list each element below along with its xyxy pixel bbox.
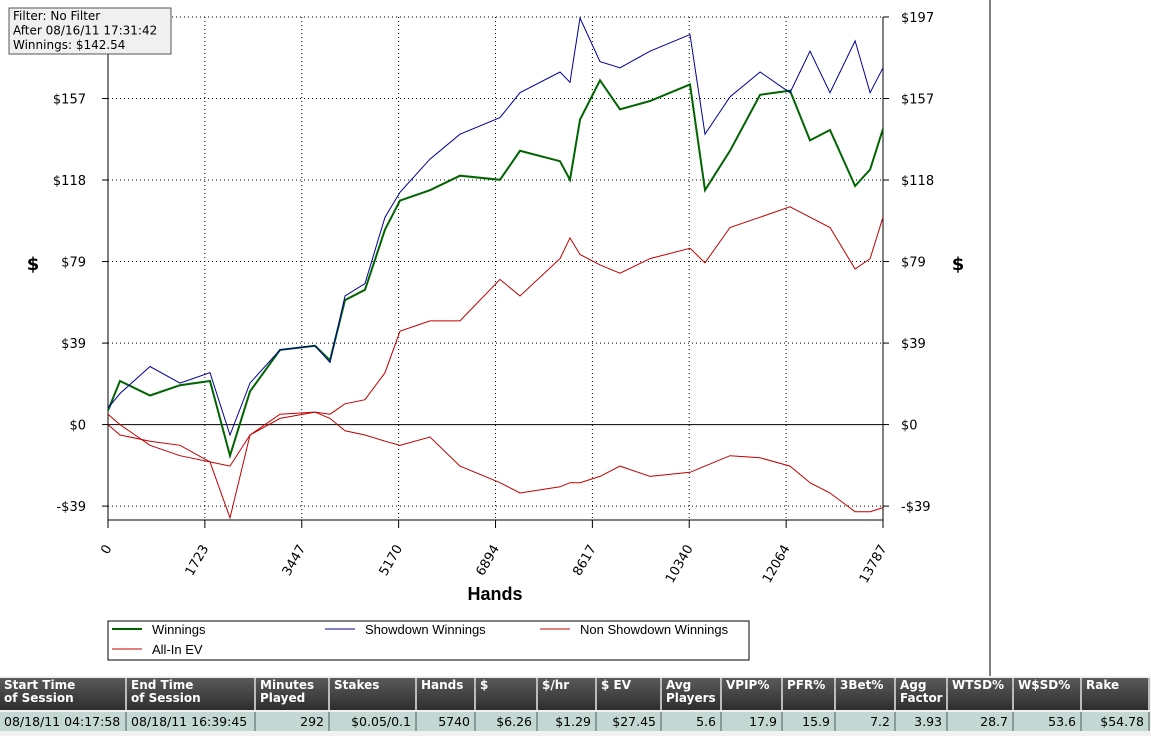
x-tick-label: 8617	[570, 543, 600, 579]
table-cell: $0.05/0.1 NL	[330, 712, 417, 731]
table-cell: PFR%	[783, 678, 836, 710]
table-cell: End Time of Session	[127, 678, 256, 710]
series-line	[107, 206, 884, 520]
y2-tick-label: $157	[901, 93, 934, 108]
x-tick-label: 12064	[760, 543, 794, 586]
table-cell: $ EV	[597, 678, 662, 710]
table-cell: Stakes	[330, 678, 417, 710]
x-tick-label: 5170	[377, 543, 407, 579]
table-cell: $/hr	[538, 678, 597, 710]
y2-tick-label: $118	[901, 174, 934, 189]
table-cell: 15.9	[783, 712, 836, 731]
table-cell: $27.45	[597, 712, 662, 731]
table-cell: $6.26	[476, 712, 538, 731]
table-cell: 53.6	[1014, 712, 1082, 731]
x-tick-label: 1723	[183, 543, 213, 579]
table-cell: Agg Factor	[896, 678, 948, 710]
y2-tick-label: $197	[901, 11, 934, 26]
table-cell: W$SD%	[1014, 678, 1082, 710]
y2-tick-label: -$39	[901, 500, 931, 515]
annotation-box	[8, 7, 172, 55]
y2-tick-label: $39	[901, 337, 926, 352]
table-cell: Minutes Played	[256, 678, 330, 710]
table-cell: 292	[256, 712, 330, 731]
legend-label: Showdown Winnings	[365, 622, 486, 637]
y2-tick-label: $79	[901, 256, 926, 271]
table-cell: 3Bet%	[836, 678, 896, 710]
annotation-text: Filter: No Filter	[13, 9, 100, 23]
legend-label: All-In EV	[152, 642, 203, 657]
series-line	[107, 78, 884, 460]
table-cell: $1.29	[538, 712, 597, 731]
table-cell: 08/18/11 16:39:45	[127, 712, 256, 731]
table-cell: 08/18/11 04:17:58	[0, 712, 127, 731]
table-cell: Avg Players	[662, 678, 722, 710]
y2-tick-label: $0	[901, 419, 918, 434]
y-tick-label: -$39	[56, 500, 86, 515]
legend-label: Non Showdown Winnings	[580, 622, 729, 637]
data-row: 08/18/11 04:17:58 08/18/11 16:39:45 292 $0.…	[0, 712, 1150, 731]
y-tick-label: $157	[53, 93, 86, 108]
legend-label: Winnings	[152, 622, 206, 637]
table-cell: 3.93	[896, 712, 948, 731]
y-axis-title: $	[27, 254, 40, 275]
annotation-text: Winnings: $142.54	[13, 38, 125, 52]
table-cell: Start Time of Session	[0, 678, 127, 710]
series-line	[107, 16, 884, 437]
x-tick-label: 3447	[280, 543, 310, 579]
y-tick-label: $39	[61, 337, 86, 352]
table-cell: 5740	[417, 712, 476, 731]
annotation-text: After 08/16/11 17:31:42	[13, 24, 157, 38]
table-cell: 5.6	[662, 712, 722, 731]
y-tick-label: $0	[69, 419, 86, 434]
x-tick-label: 13787	[857, 543, 891, 586]
table-cell: Rake	[1082, 678, 1150, 710]
x-axis-title: Hands	[467, 584, 522, 604]
x-tick-label: 0	[98, 543, 115, 558]
x-tick-label: 6894	[473, 543, 503, 579]
table-cell: 28.7	[948, 712, 1014, 731]
table-cell: $	[476, 678, 538, 710]
table-cell: 17.9	[722, 712, 783, 731]
y-tick-label: $79	[61, 256, 86, 271]
header-row: Start Time of Session End Time of Session…	[0, 678, 1150, 710]
table-cell: VPIP%	[722, 678, 783, 710]
table-cell: WTSD%	[948, 678, 1014, 710]
table-cell: $54.78	[1082, 712, 1150, 731]
table-cell: Hands	[417, 678, 476, 710]
x-tick-label: 10340	[663, 543, 697, 586]
legend-box	[107, 620, 750, 661]
y-tick-label: $118	[53, 174, 86, 189]
table-cell: 7.2	[836, 712, 896, 731]
chart: Hands $ $ $197$197$157$157$118$118$79$79…	[8, 0, 991, 676]
series-line	[107, 411, 884, 513]
y2-axis-title: $	[952, 254, 965, 275]
stats-table: Start Time of Session End Time of Session…	[0, 676, 1151, 736]
